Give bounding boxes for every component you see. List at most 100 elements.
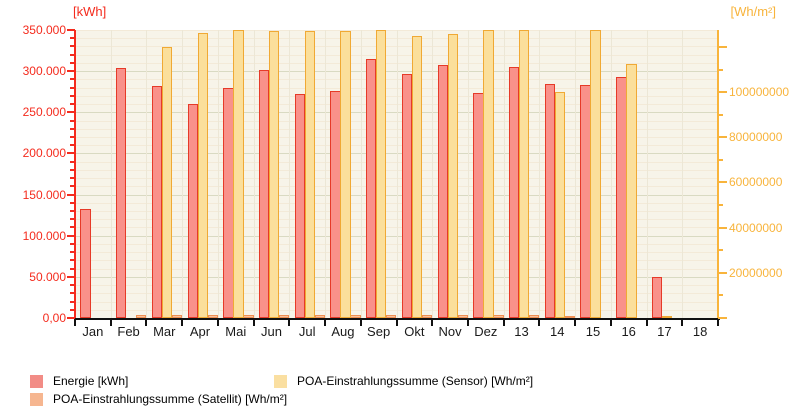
right-axis-title: [Wh/m²] — [730, 4, 777, 19]
bar-satellit-14[interactable] — [564, 316, 576, 318]
right-axis-major-tick — [718, 91, 727, 94]
bar-satellit-feb[interactable] — [136, 315, 147, 318]
bar-satellit-mar[interactable] — [171, 315, 183, 318]
bar-energie-dez[interactable] — [473, 93, 484, 318]
gridline-v — [610, 30, 612, 318]
left-axis-minor-tick — [70, 284, 75, 287]
bar-sensor-apr[interactable] — [197, 32, 208, 318]
left-axis-major-tick — [67, 111, 75, 114]
bar-sensor-mar[interactable] — [161, 46, 173, 318]
bar-sensor-dez[interactable] — [483, 30, 494, 318]
bar-energie-feb[interactable] — [116, 67, 127, 318]
right-axis-major-tick — [718, 226, 727, 229]
left-axis-minor-tick — [70, 144, 75, 147]
left-axis-minor-tick — [70, 86, 75, 89]
x-axis-label-aug: Aug — [331, 324, 355, 339]
bar-energie-aug[interactable] — [330, 90, 341, 318]
bar-energie-jul[interactable] — [294, 94, 306, 318]
bar-satellit-aug[interactable] — [350, 315, 361, 318]
bar-sensor-nov[interactable] — [447, 34, 458, 318]
left-axis-minor-tick — [70, 267, 75, 270]
bar-energie-13[interactable] — [509, 67, 520, 318]
right-axis-minor-tick — [718, 158, 723, 161]
gridline-v — [110, 30, 112, 318]
legend-swatch-energie — [30, 374, 43, 388]
gridline-v — [539, 30, 541, 318]
bar-energie-15[interactable] — [580, 85, 591, 318]
gridline-v — [182, 30, 184, 318]
left-axis-tick-label: 250.000 — [22, 105, 66, 120]
bar-sensor-13[interactable] — [519, 30, 530, 318]
x-axis-label-13: 13 — [514, 324, 529, 339]
bar-satellit-apr[interactable] — [207, 315, 218, 318]
bar-energie-jun[interactable] — [258, 70, 270, 318]
bar-energie-nov[interactable] — [437, 64, 448, 318]
left-axis-minor-tick — [70, 160, 75, 163]
x-axis-tick — [145, 320, 148, 326]
bar-sensor-okt[interactable] — [411, 36, 423, 318]
left-axis-minor-tick — [70, 53, 75, 56]
right-axis-tick-label: 80000000 — [729, 130, 783, 145]
x-axis-tick — [609, 320, 612, 326]
bar-satellit-dez[interactable] — [493, 315, 504, 318]
left-axis-minor-tick — [70, 135, 75, 138]
right-axis-tick-label: 60000000 — [729, 175, 783, 190]
bar-sensor-jul[interactable] — [304, 30, 316, 318]
bar-sensor-mai[interactable] — [233, 30, 244, 318]
bar-energie-sep[interactable] — [366, 58, 377, 318]
bar-sensor-17[interactable] — [661, 316, 673, 318]
left-axis-major-tick — [67, 193, 75, 196]
bar-satellit-jul[interactable] — [314, 315, 326, 318]
bar-energie-okt[interactable] — [401, 74, 413, 318]
x-axis-label-14: 14 — [550, 324, 565, 339]
left-axis-tick-label: 150.000 — [22, 187, 66, 202]
x-axis-label-dez: Dez — [474, 324, 498, 339]
left-axis-major-tick — [67, 317, 75, 319]
left-axis-major-tick — [67, 234, 75, 237]
bar-satellit-sep[interactable] — [386, 315, 397, 318]
left-axis-minor-tick — [70, 292, 75, 295]
bar-satellit-mai[interactable] — [243, 315, 254, 318]
right-axis-major-tick — [718, 317, 727, 319]
x-axis-label-nov: Nov — [438, 324, 462, 339]
x-axis-tick — [395, 320, 398, 326]
bar-energie-mar[interactable] — [151, 85, 163, 318]
bar-sensor-aug[interactable] — [340, 30, 351, 318]
bar-energie-16[interactable] — [616, 76, 627, 318]
bar-energie-jan[interactable] — [80, 209, 91, 318]
right-axis-major-tick — [718, 136, 727, 139]
right-axis-minor-tick — [718, 249, 723, 252]
bar-energie-mai[interactable] — [223, 88, 234, 318]
x-axis-tick — [109, 320, 112, 326]
gridline-v — [146, 30, 148, 318]
left-axis-minor-tick — [70, 78, 75, 81]
bar-energie-apr[interactable] — [187, 104, 198, 318]
legend-swatch-satellit — [30, 392, 43, 406]
bar-sensor-16[interactable] — [626, 64, 637, 318]
bar-sensor-sep[interactable] — [376, 30, 387, 318]
bar-energie-17[interactable] — [651, 276, 663, 318]
legend-swatch-sensor — [274, 374, 287, 388]
left-axis-tick-label: 200.000 — [22, 146, 66, 161]
x-axis-label-18: 18 — [692, 324, 708, 339]
x-axis-tick — [538, 320, 541, 326]
right-axis-minor-tick — [718, 68, 723, 71]
bar-sensor-jun[interactable] — [268, 30, 280, 318]
bar-satellit-jun[interactable] — [278, 315, 290, 318]
left-axis-major-tick — [67, 275, 75, 278]
legend-label-satellit: POA-Einstrahlungssumme (Satellit) [Wh/m²… — [53, 392, 288, 406]
bar-sensor-14[interactable] — [554, 92, 566, 318]
left-axis-minor-tick — [70, 37, 75, 40]
left-axis-title: [kWh] — [73, 4, 107, 19]
left-axis-minor-tick — [70, 185, 75, 188]
x-axis-label-mar: Mar — [153, 324, 176, 339]
bar-satellit-nov[interactable] — [457, 315, 468, 318]
bar-satellit-13[interactable] — [529, 315, 540, 318]
bar-satellit-okt[interactable] — [421, 315, 433, 318]
gridline-v — [646, 30, 648, 318]
bar-energie-14[interactable] — [544, 84, 556, 318]
legend-item-sensor: POA-Einstrahlungssumme (Sensor) [Wh/m²] — [274, 374, 533, 388]
left-axis-minor-tick — [70, 177, 75, 180]
gridline-v — [289, 30, 291, 318]
bar-sensor-15[interactable] — [590, 30, 601, 318]
